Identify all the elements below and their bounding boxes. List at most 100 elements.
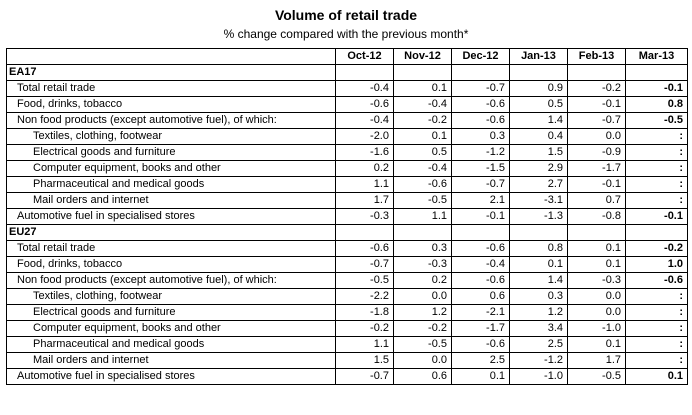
value-cell: :: [625, 288, 688, 305]
value-cell: -1.2: [451, 144, 510, 161]
value-cell: 1.4: [509, 272, 568, 289]
header-row: Oct-12 Nov-12 Dec-12 Jan-13 Feb-13 Mar-1…: [6, 48, 688, 65]
value-cell: -1.6: [335, 144, 394, 161]
value-cell: -0.4: [393, 96, 452, 113]
value-cell: -1.8: [335, 304, 394, 321]
table-row: Pharmaceutical and medical goods 1.1 -0.5-…: [6, 336, 688, 353]
value-cell: -0.4: [335, 112, 394, 129]
value-cell: 1.4: [509, 112, 568, 129]
value-cell: 0.8: [625, 96, 688, 113]
row-label: Computer equipment, books and other: [6, 160, 336, 177]
value-cell: -0.5: [393, 192, 452, 209]
value-cell: 1.5: [335, 352, 394, 369]
value-cell: :: [625, 128, 688, 145]
table-row: Mail orders and internet 1.7 -0.5 2.1 -3.1 0.…: [6, 192, 688, 209]
value-cell: -3.1: [509, 192, 568, 209]
group-empty-cell: [451, 224, 510, 241]
value-cell: 1.1: [335, 336, 394, 353]
value-cell: 0.0: [393, 288, 452, 305]
value-cell: -0.3: [335, 208, 394, 225]
column-header: Dec-12: [451, 48, 510, 65]
value-cell: -0.2: [567, 80, 626, 97]
value-cell: 1.1: [335, 176, 394, 193]
row-label: Automotive fuel in specialised stores: [6, 368, 336, 385]
value-cell: 0.2: [335, 160, 394, 177]
header-corner: [6, 48, 336, 65]
value-cell: -1.7: [451, 320, 510, 337]
value-cell: -0.5: [393, 336, 452, 353]
value-cell: -0.5: [335, 272, 394, 289]
group-empty-cell: [335, 224, 394, 241]
value-cell: -2.2: [335, 288, 394, 305]
table-row: Non food products (except automotive fue…: [6, 112, 688, 129]
column-header: Jan-13: [509, 48, 568, 65]
value-cell: -1.0: [509, 368, 568, 385]
column-header: Feb-13: [567, 48, 626, 65]
value-cell: 0.1: [393, 128, 452, 145]
value-cell: -0.2: [625, 240, 688, 257]
value-cell: -0.1: [451, 208, 510, 225]
group-label: EU27: [6, 224, 336, 241]
table-row: Automotive fuel in specialised stores -0.…: [6, 368, 688, 385]
value-cell: 2.1: [451, 192, 510, 209]
value-cell: -0.2: [393, 320, 452, 337]
group-empty-cell: [393, 64, 452, 81]
value-cell: 0.3: [509, 288, 568, 305]
value-cell: -0.2: [335, 320, 394, 337]
group-empty-cell: [567, 64, 626, 81]
value-cell: -0.6: [335, 240, 394, 257]
value-cell: 2.9: [509, 160, 568, 177]
value-cell: :: [625, 352, 688, 369]
table-row: Computer equipment, books and other 0.2 -0…: [6, 160, 688, 177]
value-cell: 2.7: [509, 176, 568, 193]
value-cell: -0.2: [393, 112, 452, 129]
row-label: Total retail trade: [6, 240, 336, 257]
group-empty-cell: [393, 224, 452, 241]
row-label: Computer equipment, books and other: [6, 320, 336, 337]
value-cell: 0.3: [393, 240, 452, 257]
value-cell: 0.1: [509, 256, 568, 273]
value-cell: -0.7: [335, 368, 394, 385]
row-label: Textiles, clothing, footwear: [6, 128, 336, 145]
value-cell: :: [625, 320, 688, 337]
group-empty-cell: [451, 64, 510, 81]
value-cell: 1.2: [393, 304, 452, 321]
value-cell: -2.0: [335, 128, 394, 145]
value-cell: -0.6: [451, 272, 510, 289]
value-cell: -1.5: [451, 160, 510, 177]
value-cell: -0.1: [625, 208, 688, 225]
value-cell: 0.0: [567, 288, 626, 305]
value-cell: 0.1: [451, 368, 510, 385]
group-empty-cell: [567, 224, 626, 241]
value-cell: 0.0: [567, 128, 626, 145]
value-cell: :: [625, 160, 688, 177]
column-header: Mar-13: [625, 48, 688, 65]
table-row: Food, drinks, tobacco -0.6 -0.4 -0.6 0.5 -0.1…: [6, 96, 688, 113]
row-label: Food, drinks, tobacco: [6, 96, 336, 113]
value-cell: 2.5: [451, 352, 510, 369]
value-cell: -0.8: [567, 208, 626, 225]
row-label: Non food products (except automotive fue…: [6, 272, 336, 289]
value-cell: -0.6: [451, 112, 510, 129]
value-cell: -0.5: [567, 368, 626, 385]
value-cell: -0.3: [393, 256, 452, 273]
value-cell: 0.2: [393, 272, 452, 289]
table-row: Electrical goods and furniture -1.8 1.2 -2.…: [6, 304, 688, 321]
value-cell: 0.5: [509, 96, 568, 113]
value-cell: -0.6: [393, 176, 452, 193]
column-header: Nov-12: [393, 48, 452, 65]
table-subtitle: % change compared with the previous mont…: [223, 27, 469, 41]
table-row: Automotive fuel in specialised stores -0.…: [6, 208, 688, 225]
value-cell: 0.1: [393, 80, 452, 97]
table-row: Total retail trade -0.4 0.1 -0.7 0.9 -0.2 -0.1: [6, 80, 688, 97]
value-cell: -0.4: [393, 160, 452, 177]
value-cell: 0.7: [567, 192, 626, 209]
group-row: EA17: [6, 64, 688, 81]
value-cell: 1.5: [509, 144, 568, 161]
table-row: Mail orders and internet 1.5 0.0 2.5 -1.2 1.7…: [6, 352, 688, 369]
table-row: Electrical goods and furniture -1.6 0.5 -1.…: [6, 144, 688, 161]
row-label: Textiles, clothing, footwear: [6, 288, 336, 305]
group-label: EA17: [6, 64, 336, 81]
value-cell: -2.1: [451, 304, 510, 321]
value-cell: 0.3: [451, 128, 510, 145]
